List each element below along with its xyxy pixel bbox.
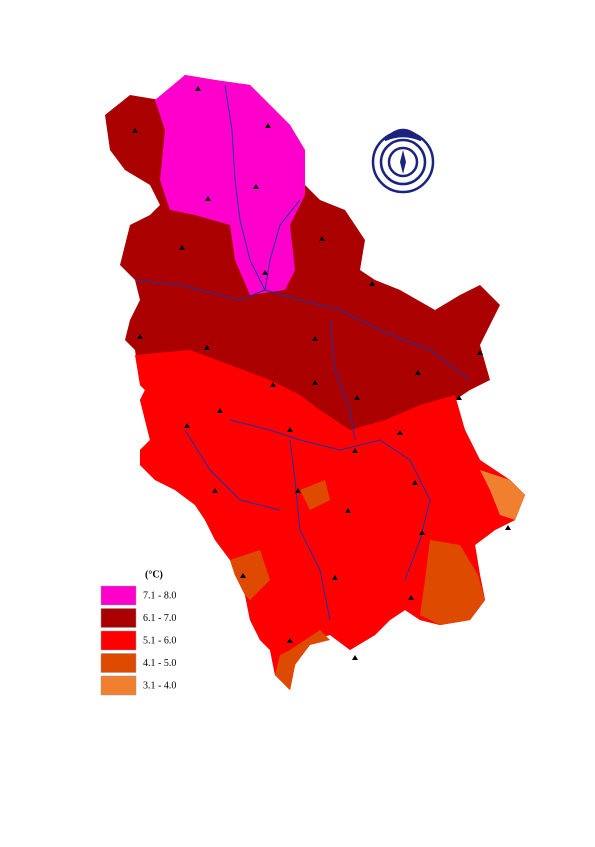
- region: [275, 630, 330, 690]
- river: [184, 429, 281, 511]
- river: [289, 439, 331, 621]
- legend-swatch: [100, 608, 137, 628]
- river: [229, 419, 431, 581]
- logo-star: [400, 150, 406, 174]
- logo-crown: [384, 128, 422, 142]
- rivers: [134, 84, 471, 621]
- legend-swatch: [100, 630, 137, 651]
- region: [155, 75, 305, 295]
- legend-swatch: [100, 653, 137, 673]
- legend-label: 5.1 - 6.0: [143, 635, 176, 646]
- legend-label: 7.1 - 8.0: [143, 590, 176, 601]
- legend-label: 3.1 - 4.0: [143, 680, 176, 691]
- river: [224, 84, 266, 291]
- region: [300, 480, 330, 510]
- region: [480, 470, 525, 520]
- legend-label: 6.1 - 7.0: [143, 613, 176, 624]
- river: [264, 199, 471, 381]
- region: [420, 540, 485, 625]
- legend-swatch: [100, 585, 137, 606]
- legend-swatch: [100, 675, 137, 696]
- river: [134, 279, 266, 301]
- region: [230, 550, 270, 600]
- legend-title: (°C): [145, 569, 163, 580]
- river: [329, 319, 356, 441]
- logo: [371, 128, 435, 194]
- logo-ring: [387, 146, 419, 178]
- legend-label: 4.1 - 5.0: [143, 658, 176, 669]
- logo-ring: [379, 138, 427, 186]
- legend: (°C) 7.1 - 8.0 6.1 - 7.0 5.1 - 6.0 4.1 - 5.…: [100, 569, 176, 696]
